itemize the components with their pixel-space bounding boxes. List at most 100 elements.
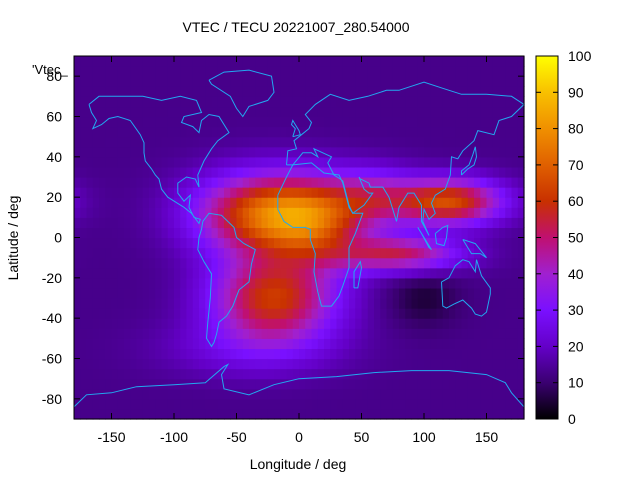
heat-cell [111,277,119,289]
heat-cell [380,277,388,289]
heat-cell [224,408,231,420]
heat-cell [136,328,144,339]
heat-cell [499,76,506,87]
heat-cell [155,106,163,118]
heat-cell [430,76,438,87]
heat-cell [367,287,375,299]
heat-cell [274,136,281,148]
heat-cell [249,277,256,289]
heat-cell [261,136,269,148]
heat-cell [336,136,344,148]
heat-cell [361,116,369,128]
colorbar-tick-label: 0 [568,411,576,427]
heat-cell [274,217,281,229]
heat-cell [167,277,175,289]
heat-cell [461,187,469,198]
heat-cell [186,277,194,289]
heat-cell [167,358,175,370]
heat-cell [205,338,213,350]
heat-cell [386,217,394,229]
heat-cell [511,398,519,410]
heat-cell [374,247,381,259]
heat-cell [155,66,163,77]
heat-cell [142,408,150,420]
heat-cell [267,166,275,178]
coastline-eurasia [286,81,525,236]
heat-cell [386,227,394,239]
heat-cell [261,227,269,239]
heat-cell [436,408,444,420]
heat-cell [199,348,206,360]
heat-cell [205,388,213,400]
heat-cell [455,237,463,249]
heat-cell [486,76,494,87]
heat-cell [336,277,344,289]
heat-cell [286,136,294,148]
heat-cell [236,197,244,208]
heat-cell [411,267,419,279]
heat-cell [74,66,81,77]
heat-cell [86,267,94,279]
heat-cell [230,368,238,380]
heat-cell [192,66,200,77]
heat-cell [117,338,125,350]
heat-cell [249,257,256,269]
heat-cell [330,338,338,350]
heat-cell [274,56,281,67]
heat-cell [430,247,438,259]
heat-cell [249,348,256,360]
heat-cell [455,398,463,410]
heat-cell [299,237,306,249]
heat-cell [205,408,213,420]
heat-cell [436,86,444,97]
heat-cell [136,106,144,118]
heat-cell [505,257,513,269]
heat-cell [499,207,506,218]
heat-cell [311,227,319,239]
heat-cell [380,298,388,309]
heat-cell [92,267,100,279]
heat-cell [311,398,319,410]
heat-cell [505,166,513,178]
heat-cell [174,257,181,269]
heat-cell [430,368,438,380]
heat-cell [211,197,219,208]
heat-cell [217,408,225,420]
heat-cell [317,116,325,128]
heat-cell [205,398,213,410]
heat-cell [455,267,463,279]
heat-cell [124,197,131,208]
heat-cell [330,66,338,77]
heat-cell [467,348,475,360]
x-axis-label: Longitude / deg [250,456,347,472]
heat-cell [99,368,106,380]
heat-cell [261,217,269,229]
heat-cell [186,156,194,168]
heat-cell [192,177,200,188]
heat-cell [492,388,500,400]
heat-cell [499,66,506,77]
heat-cell [511,187,519,198]
heat-cell [417,368,425,380]
heat-cell [136,156,144,168]
heat-cell [361,76,369,87]
heat-cell [430,177,438,188]
heat-cell [392,318,400,329]
heat-cell [255,66,263,77]
heat-cell [330,197,338,208]
heat-cell [367,318,375,329]
heat-cell [80,227,88,239]
heat-cell [499,247,506,259]
heat-cell [267,56,275,67]
heat-cell [292,56,300,67]
heat-cell [117,308,125,319]
heat-cell [111,338,119,350]
heat-cell [99,348,106,360]
heat-cell [299,166,306,178]
heat-cell [230,318,238,329]
heat-cell [167,177,175,188]
heat-cell [149,237,156,249]
heat-cell [286,207,294,218]
heat-cell [355,76,363,87]
heat-cell [117,348,125,360]
